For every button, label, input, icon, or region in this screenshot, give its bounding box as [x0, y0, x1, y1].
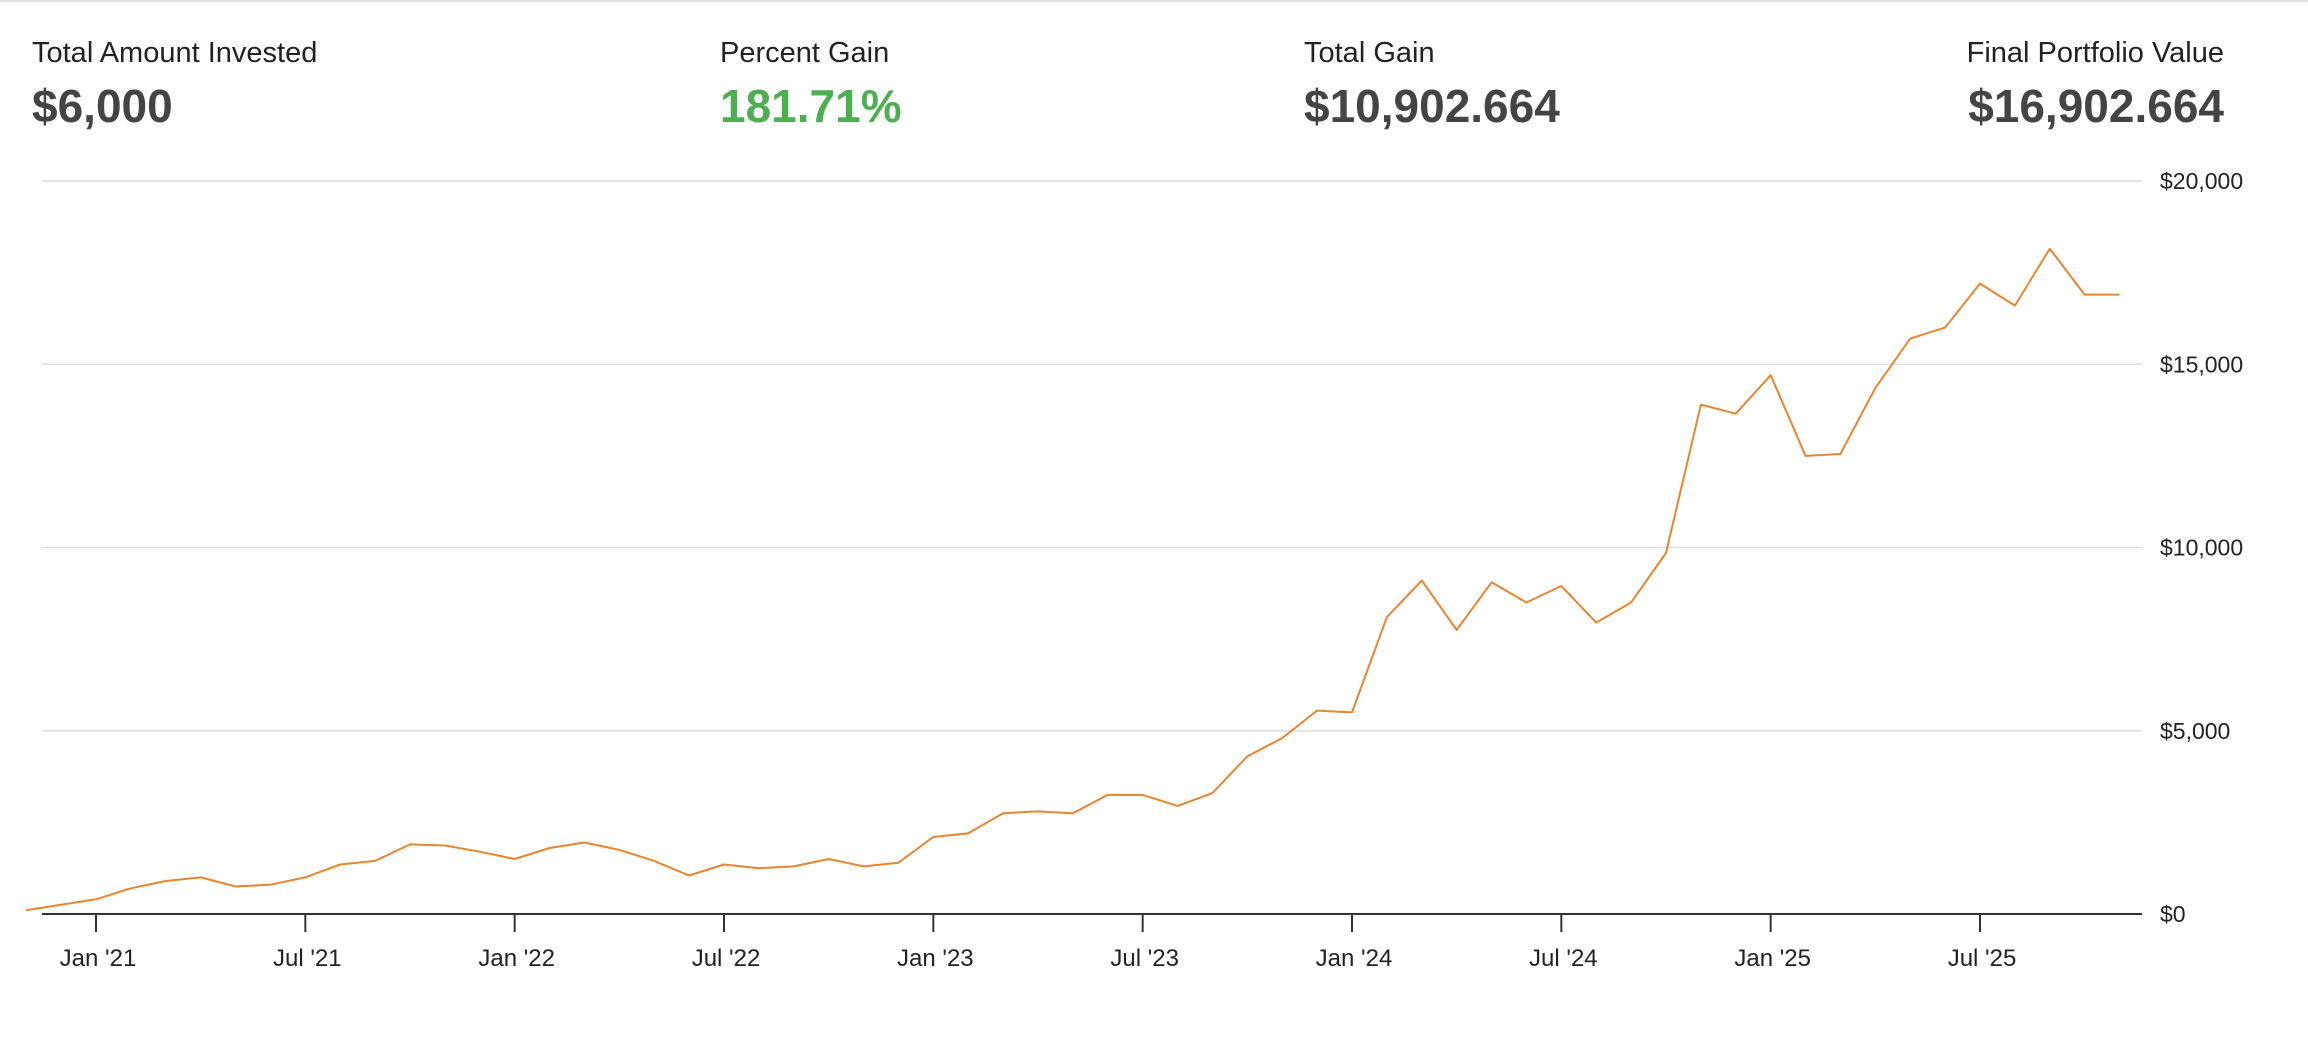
y-tick-label: $5,000 — [2160, 718, 2230, 744]
stat-percent-gain-value: 181.71% — [720, 80, 902, 132]
y-tick-label: $0 — [2160, 901, 2186, 927]
x-tick-label: Jan '25 — [1734, 945, 1811, 972]
stat-total-invested: Total Amount Invested $6,000 — [32, 34, 317, 134]
stat-final-portfolio-value-label: Final Portfolio Value — [1966, 37, 2224, 69]
x-tick-label: Jan '21 — [60, 945, 137, 972]
x-tick-label: Jul '21 — [273, 945, 342, 972]
y-tick-label: $20,000 — [2160, 168, 2243, 194]
stat-percent-gain: Percent Gain 181.71% — [720, 34, 902, 134]
top-border — [0, 0, 2308, 2]
y-tick-label: $15,000 — [2160, 351, 2243, 377]
stat-final-portfolio-value-value: $16,902.664 — [1968, 80, 2224, 132]
stat-total-gain-value: $10,902.664 — [1304, 80, 1560, 132]
portfolio-value-line — [26, 247, 2120, 912]
x-tick-label: Jul '22 — [692, 945, 761, 972]
stat-total-gain: Total Gain $10,902.664 — [1304, 34, 1560, 134]
stat-final-portfolio-value: Final Portfolio Value $16,902.664 — [1967, 34, 2224, 134]
chart-grid — [42, 180, 2142, 732]
y-tick-label: $10,000 — [2160, 535, 2243, 561]
x-tick-label: Jul '25 — [1948, 945, 2017, 972]
stat-percent-gain-label: Percent Gain — [720, 37, 890, 69]
chart-y-tick-labels: $0 $5,000 $10,000 $15,000 $20,000 — [2160, 168, 2243, 927]
chart-series — [26, 247, 2120, 912]
x-tick-label: Jul '23 — [1110, 945, 1179, 972]
x-tick-label: Jan '23 — [897, 945, 974, 972]
stat-total-gain-label: Total Gain — [1304, 37, 1435, 69]
x-tick-label: Jan '24 — [1316, 945, 1393, 972]
x-tick-label: Jan '22 — [478, 945, 555, 972]
stat-total-invested-value: $6,000 — [32, 80, 173, 132]
stat-total-invested-label: Total Amount Invested — [32, 37, 318, 69]
chart-x-tick-labels: Jan '21 Jul '21 Jan '22 Jul '22 Jan '23 Jul '… — [60, 945, 2017, 972]
chart-x-axis — [42, 913, 2142, 932]
x-tick-label: Jul '24 — [1529, 945, 1598, 972]
